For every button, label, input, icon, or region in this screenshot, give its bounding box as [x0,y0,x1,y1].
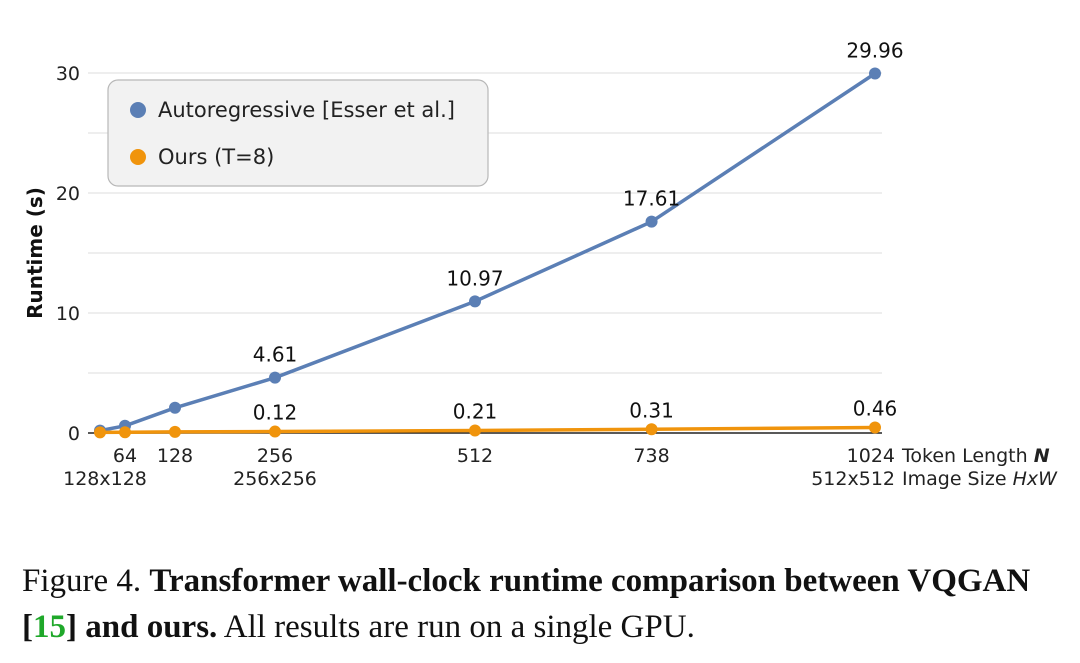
legend-label-2: Ours (T=8) [158,145,274,169]
data-label: 17.61 [623,187,680,211]
caption-body: All results are run on a single GPU. [223,609,695,645]
y-tick-label: 0 [68,423,80,445]
data-point-series2 [645,423,658,436]
y-tick-label: 10 [56,303,80,325]
data-label: 0.46 [853,396,898,420]
caption-figure-number: Figure 4. [22,563,142,599]
x-tick-label: 738 [633,445,669,467]
x-axis-title: Token Length N [901,445,1050,467]
data-point-series2 [169,425,181,438]
y-tick-label: 20 [56,183,80,205]
figure-caption: Figure 4. Transformer wall-clock runtime… [22,558,1072,650]
x-tick-label: 1024 [847,445,895,467]
caption-title-part2: ] and ours. [66,609,218,645]
y-axis-title: Runtime (s) [23,187,47,319]
caption-citation-link[interactable]: 15 [33,609,66,645]
legend-label-1: Autoregressive [Esser et al.] [158,98,455,122]
x-tick-label: 64 [113,445,137,467]
data-point-series1 [269,371,281,384]
legend-marker-2 [130,149,146,165]
data-label: 10.97 [446,266,503,290]
x-tick-label: 512 [457,445,493,467]
y-tick-label: 30 [56,63,80,85]
x-tick-label-image-size: 512x512 [811,468,895,490]
data-point-series2 [269,425,281,438]
caption-title-part1: Transformer wall-clock runtime compariso… [22,563,1031,645]
data-point-series1 [869,67,881,80]
data-point-series1 [645,215,658,228]
data-label: 4.61 [253,343,298,367]
data-label: 29.96 [846,38,903,62]
x-tick-label: 256 [257,445,293,467]
data-point-series2 [869,421,881,434]
legend-box [107,79,489,187]
data-label: 0.12 [253,401,298,425]
x-tick-label-image-size: 128x128 [63,468,147,490]
data-point-series2 [119,426,131,439]
data-label: 0.21 [453,399,498,423]
data-point-series2 [469,424,481,437]
data-point-series1 [169,401,181,414]
x-tick-label-image-size: 256x256 [233,468,317,490]
legend-marker-1 [130,102,146,118]
data-point-series1 [469,295,481,308]
x-tick-label: 128 [157,445,193,467]
series-line-2 [99,425,876,435]
runtime-chart: 0 10 20 30 Runtime (s) 4.61 10.97 17.61 29.96 0.1… [23,38,1058,490]
data-label: 0.31 [629,398,674,422]
data-point-series2 [94,426,106,439]
x-axis-title-image-size: Image Size HxW [902,468,1058,490]
